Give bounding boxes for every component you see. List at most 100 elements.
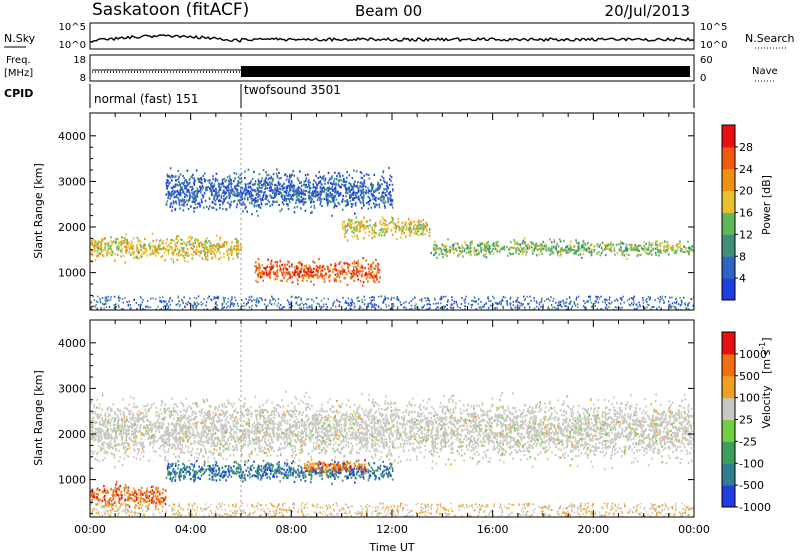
echo-cell xyxy=(551,241,553,244)
echo-cell xyxy=(166,302,168,305)
echo-cell xyxy=(150,492,153,495)
echo-cell xyxy=(170,193,172,196)
echo-cell xyxy=(91,239,93,242)
echo-cell xyxy=(328,188,330,191)
echo-cell xyxy=(354,305,356,308)
echo-cell xyxy=(550,304,553,306)
echo-cell xyxy=(352,197,354,200)
echo-cell xyxy=(275,188,277,191)
echo-cell xyxy=(647,303,649,306)
echo-cell xyxy=(241,304,243,307)
echo-cell xyxy=(289,183,292,186)
echo-cell xyxy=(522,250,524,253)
echo-cell xyxy=(298,275,300,278)
echo-cell xyxy=(112,496,115,499)
echo-cell xyxy=(358,223,361,226)
echo-cell xyxy=(373,267,375,270)
echo-cell xyxy=(557,250,560,253)
echo-cell xyxy=(183,181,185,184)
echo-cell xyxy=(128,300,130,303)
echo-cell xyxy=(181,299,183,302)
echo-cell xyxy=(298,201,301,204)
echo-cell xyxy=(335,264,337,267)
echo-cell xyxy=(675,308,677,310)
echo-cell xyxy=(232,200,235,203)
echo-cell xyxy=(341,208,344,211)
echo-cell xyxy=(105,492,107,495)
echo-cell xyxy=(94,241,96,244)
echo-cell xyxy=(477,252,480,255)
echo-cell xyxy=(291,173,293,176)
echo-cell xyxy=(278,306,280,309)
echo-cell xyxy=(179,207,181,210)
echo-cell xyxy=(373,280,375,283)
echo-cell xyxy=(182,182,184,185)
echo-cell xyxy=(293,273,296,276)
echo-cell xyxy=(557,245,560,248)
echo-cell xyxy=(353,269,356,273)
echo-cell xyxy=(385,187,387,191)
echo-cell xyxy=(199,251,201,254)
echo-cell xyxy=(521,252,524,256)
echo-cell xyxy=(433,249,435,252)
echo-cell xyxy=(346,262,349,266)
echo-cell xyxy=(622,242,625,245)
echo-cell xyxy=(305,200,307,204)
echo-cell xyxy=(385,305,388,308)
echo-cell xyxy=(264,178,267,181)
echo-cell xyxy=(241,187,244,190)
echo-cell xyxy=(609,248,612,251)
echo-cell xyxy=(279,279,282,282)
echo-cell xyxy=(385,194,388,197)
echo-cell xyxy=(688,253,690,256)
echo-cell xyxy=(136,236,139,240)
echo-cell xyxy=(544,243,546,246)
echo-cell xyxy=(487,308,489,310)
echo-cell xyxy=(356,224,358,228)
echo-cell xyxy=(134,256,137,259)
echo-cell xyxy=(576,246,579,249)
echo-cell xyxy=(501,247,503,250)
echo-cell xyxy=(365,189,368,192)
echo-cell xyxy=(683,419,686,422)
echo-cell xyxy=(203,177,206,181)
colorbar-tick-label: 28 xyxy=(739,141,753,154)
echo-cell xyxy=(635,308,637,310)
echo-cell xyxy=(118,295,120,298)
echo-cell xyxy=(130,242,133,245)
echo-cell xyxy=(199,180,201,183)
echo-cell xyxy=(121,239,123,243)
echo-cell xyxy=(141,301,144,304)
echo-cell xyxy=(483,303,485,306)
echo-cell xyxy=(384,231,386,234)
echo-cell xyxy=(98,489,101,492)
echo-cell xyxy=(309,181,311,184)
echo-cell xyxy=(137,304,140,306)
echo-cell xyxy=(356,261,358,264)
echo-cell xyxy=(99,498,101,501)
echo-cell xyxy=(480,246,482,249)
echo-cell xyxy=(193,196,196,199)
echo-cell xyxy=(681,439,683,442)
echo-cell xyxy=(165,300,167,303)
echo-cell xyxy=(272,298,274,301)
echo-cell xyxy=(237,245,239,248)
echo-cell xyxy=(310,269,313,272)
echo-cell xyxy=(137,501,140,504)
echo-cell xyxy=(645,299,647,302)
echo-cell xyxy=(374,197,376,200)
echo-cell xyxy=(128,495,130,498)
echo-cell xyxy=(154,247,157,250)
echo-cell xyxy=(272,190,274,193)
echo-cell xyxy=(276,264,278,267)
echo-cell xyxy=(196,187,199,190)
echo-cell xyxy=(260,186,263,189)
echo-cell xyxy=(434,248,436,251)
echo-cell xyxy=(294,296,296,299)
echo-cell xyxy=(186,247,189,251)
echo-cell xyxy=(387,196,389,200)
echo-cell xyxy=(377,305,380,307)
echo-cell xyxy=(345,190,348,193)
echo-cell xyxy=(223,301,225,303)
echo-cell xyxy=(206,254,209,258)
